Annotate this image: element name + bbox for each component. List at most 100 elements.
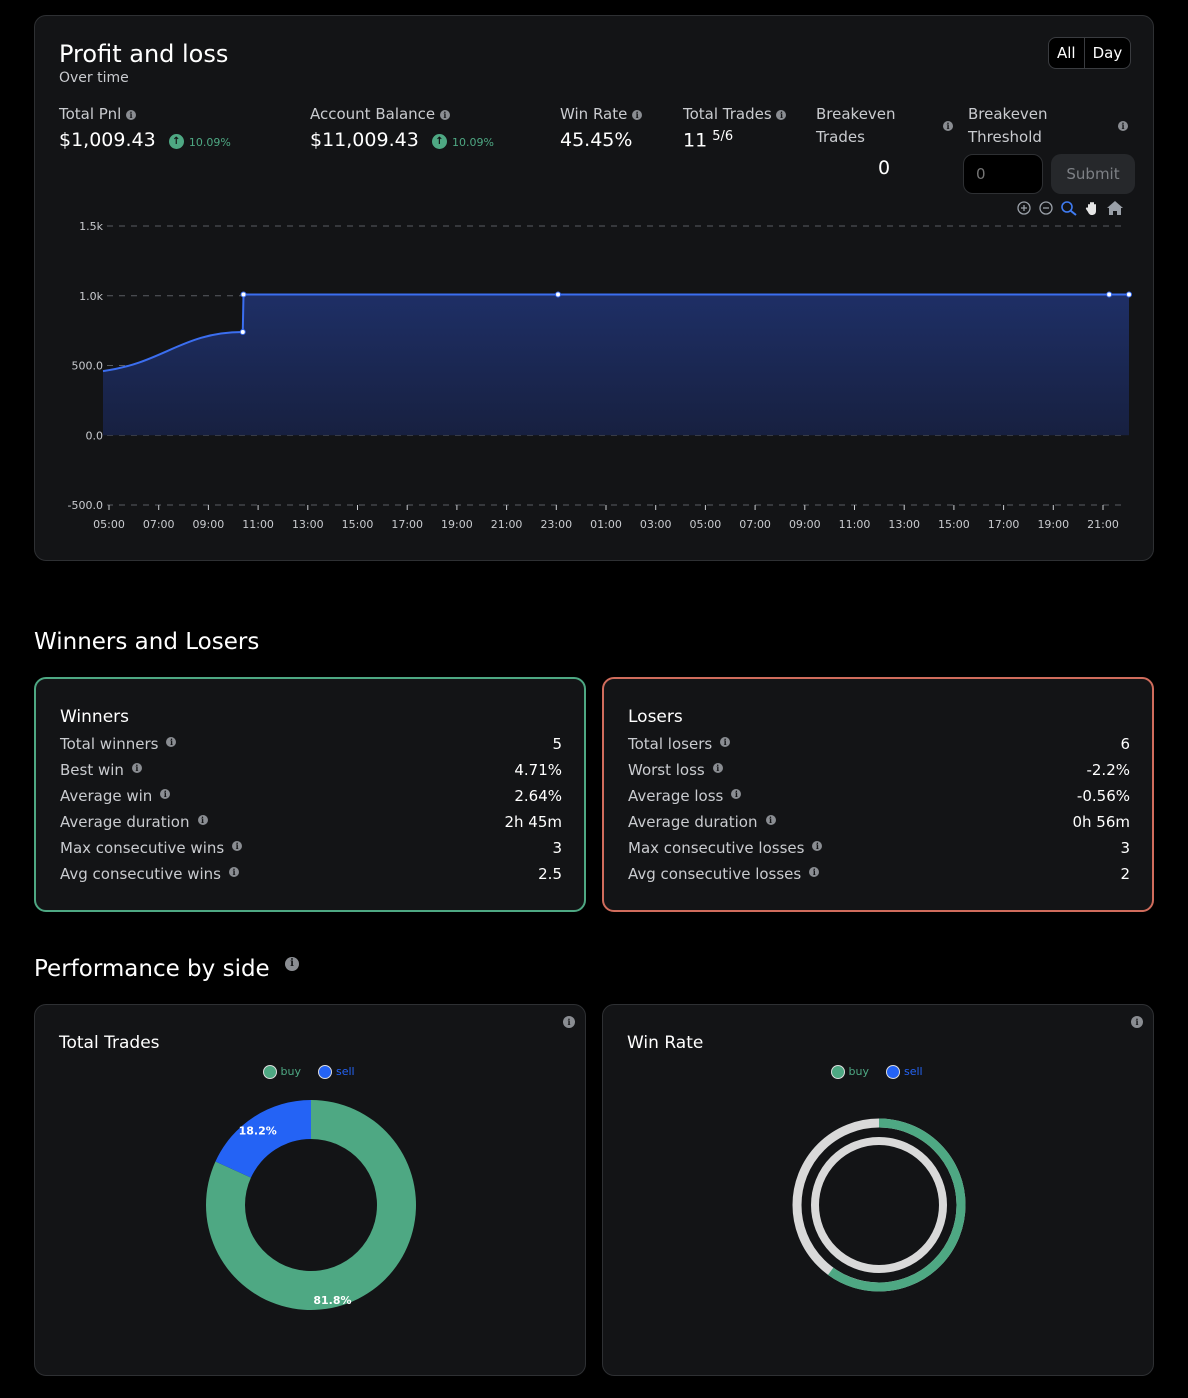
performance-title: Performance by side i	[34, 956, 300, 982]
winners-row-value: 2.5	[538, 865, 562, 883]
pnl-point[interactable]	[1106, 291, 1113, 298]
submit-button[interactable]: Submit	[1051, 154, 1135, 194]
info-icon[interactable]: i	[197, 814, 208, 825]
winners-row-value: 2h 45m	[504, 813, 562, 831]
zoom-in-icon[interactable]	[1016, 200, 1032, 216]
donut-slice-sell[interactable]	[215, 1100, 311, 1178]
breakeven-trades-label-2: Trades	[816, 128, 865, 146]
info-icon[interactable]: i	[712, 762, 723, 773]
toggle-all[interactable]: All	[1057, 44, 1076, 62]
total-trades-stat: Total Trades i 11 5/6	[683, 105, 787, 151]
pnl-point[interactable]	[240, 291, 247, 298]
pnl-point[interactable]	[555, 291, 562, 298]
x-tick-label: 11:00	[242, 518, 274, 531]
info-icon[interactable]: i	[232, 840, 243, 851]
total-trades-legend: buy sell	[263, 1065, 355, 1079]
losers-card: Losers Total losers i 6 Worst loss i -2.2% Ave…	[602, 677, 1154, 912]
winners-card: Winners Total winners i 5 Best win i 4.71% Ave…	[34, 677, 586, 912]
info-icon[interactable]: i	[731, 788, 742, 799]
info-icon[interactable]: i	[812, 840, 823, 851]
info-icon[interactable]: i	[943, 121, 953, 131]
losers-row-value: 0h 56m	[1072, 813, 1130, 831]
winners-row: Average duration i 2h 45m	[60, 809, 562, 835]
pnl-point[interactable]	[239, 329, 246, 336]
x-tick-label: 19:00	[1037, 518, 1069, 531]
info-icon[interactable]: i	[720, 736, 731, 747]
x-tick-label: 21:00	[1087, 518, 1119, 531]
total-trades-ratio: 5/6	[712, 129, 734, 144]
legend-buy[interactable]: buy	[831, 1065, 869, 1079]
losers-row: Average loss i -0.56%	[628, 783, 1130, 809]
total-trades-donut: 81.8% 18.2%	[205, 1100, 416, 1310]
legend-buy[interactable]: buy	[263, 1065, 301, 1079]
info-icon[interactable]: i	[776, 109, 787, 120]
winners-losers-title: Winners and Losers	[34, 629, 260, 655]
losers-row: Worst loss i -2.2%	[628, 757, 1130, 783]
x-tick-label: 19:00	[441, 518, 473, 531]
losers-row-label: Average loss i	[628, 787, 742, 805]
balance-value: $11,009.43	[310, 129, 419, 151]
winners-row-label-text: Average duration	[60, 813, 190, 831]
losers-row-value: 6	[1120, 735, 1130, 753]
info-icon[interactable]: i	[166, 736, 177, 747]
legend-sell[interactable]: sell	[886, 1065, 923, 1079]
info-icon[interactable]: i	[228, 866, 239, 877]
winners-row-label: Avg consecutive wins i	[60, 865, 239, 883]
balance-stat: Account Balance i $11,009.43 ↑ 10.09%	[310, 105, 494, 151]
losers-row-label-text: Average loss	[628, 787, 724, 805]
info-icon[interactable]: i	[1131, 1016, 1143, 1028]
info-icon[interactable]: i	[131, 762, 142, 773]
win-rate-outer-ring-value[interactable]	[792, 1118, 966, 1292]
losers-row-label-text: Worst loss	[628, 761, 705, 779]
x-tick-label: 17:00	[988, 518, 1020, 531]
zoom-out-icon[interactable]	[1038, 200, 1054, 216]
info-icon[interactable]: i	[126, 109, 137, 120]
losers-title: Losers	[628, 707, 683, 727]
magnify-icon[interactable]	[1060, 200, 1078, 216]
legend-buy-label: buy	[848, 1065, 869, 1078]
x-tick-label: 05:00	[93, 518, 125, 531]
losers-row-label: Worst loss i	[628, 761, 723, 779]
losers-row-label: Max consecutive losses i	[628, 839, 823, 857]
win-rate-radial	[792, 1118, 966, 1292]
breakeven-trades-stat: Breakeven Trades i 0	[816, 105, 953, 179]
winners-row-label-text: Total winners	[60, 735, 159, 753]
page-title: Profit and loss	[59, 40, 229, 68]
x-tick-label: 11:00	[839, 518, 871, 531]
total-pnl-pct: 10.09%	[188, 136, 231, 149]
info-icon[interactable]: i	[160, 788, 171, 799]
winners-row: Best win i 4.71%	[60, 757, 562, 783]
win-rate-card: Win Rate i buy sell	[602, 1004, 1154, 1376]
threshold-input[interactable]	[963, 154, 1043, 194]
donut-slice-buy[interactable]	[205, 1100, 416, 1310]
pnl-area	[103, 294, 1129, 436]
winners-row: Average win i 2.64%	[60, 783, 562, 809]
info-icon[interactable]: i	[563, 1016, 575, 1028]
info-icon[interactable]: i	[1118, 121, 1128, 131]
info-icon[interactable]: i	[809, 866, 820, 877]
info-icon[interactable]: i	[439, 109, 450, 120]
legend-sell[interactable]: sell	[318, 1065, 355, 1079]
pnl-line	[102, 293, 1129, 373]
losers-row: Average duration i 0h 56m	[628, 809, 1130, 835]
y-tick-label: 1.5k	[79, 220, 103, 233]
pnl-point[interactable]	[1126, 291, 1132, 298]
pan-hand-icon[interactable]	[1084, 200, 1100, 216]
info-icon[interactable]: i	[632, 109, 643, 120]
info-icon[interactable]: i	[765, 814, 776, 825]
win-rate-chart-title: Win Rate	[627, 1033, 704, 1053]
toggle-day[interactable]: Day	[1083, 38, 1131, 68]
home-icon[interactable]	[1106, 200, 1124, 216]
total-trades-card: Total Trades i buy sell 81.8% 18.2%	[34, 1004, 586, 1376]
losers-row-label-text: Average duration	[628, 813, 758, 831]
total-trades-label: Total Trades	[683, 105, 772, 123]
info-icon[interactable]: i	[285, 956, 300, 971]
legend-sell-label: sell	[903, 1065, 923, 1078]
winners-row-value: 2.64%	[514, 787, 562, 805]
winners-row-label: Max consecutive wins i	[60, 839, 243, 857]
winners-row-label: Total winners i	[60, 735, 177, 753]
y-tick-label: 0.0	[86, 429, 104, 442]
total-pnl-value: $1,009.43	[59, 129, 156, 151]
legend-buy-label: buy	[280, 1065, 301, 1078]
threshold-stat: Breakeven Threshold i	[968, 105, 1128, 146]
